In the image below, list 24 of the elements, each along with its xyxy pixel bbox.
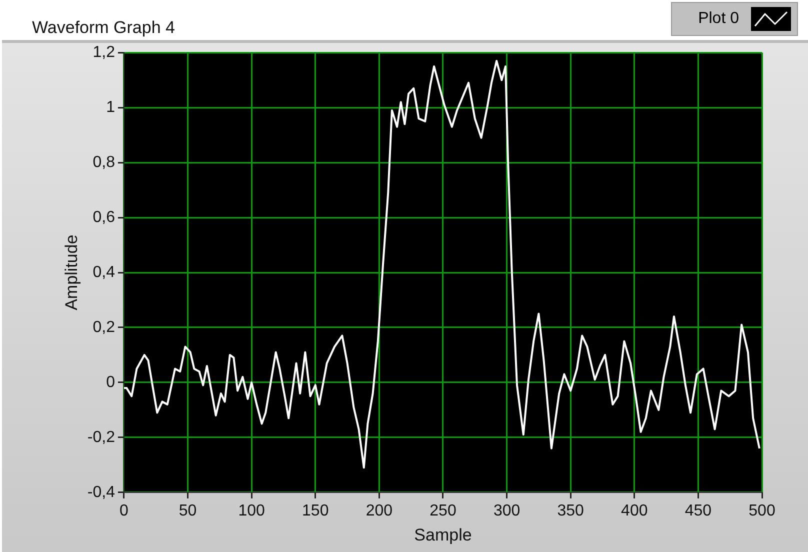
y-tick-label: 0,2 — [92, 318, 116, 336]
y-tick-label: -0,2 — [87, 428, 116, 446]
y-tick-label: 1,2 — [92, 44, 116, 62]
x-tick-label: 50 — [178, 502, 197, 520]
chart-title: Waveform Graph 4 — [32, 18, 175, 38]
x-tick-label: 450 — [684, 502, 712, 520]
x-tick-label: 200 — [366, 502, 393, 520]
y-tick-label: 1 — [106, 98, 116, 116]
x-tick-label: 100 — [238, 502, 266, 520]
x-axis-title: Sample — [414, 525, 472, 544]
y-tick-label: 0 — [106, 374, 116, 391]
y-tick-label: 0,6 — [92, 208, 116, 226]
x-tick-label: 250 — [430, 502, 456, 520]
y-axis-title: Amplitude — [62, 234, 81, 310]
y-tick-label: 0,8 — [92, 154, 116, 171]
x-tick-label: 500 — [748, 502, 776, 520]
y-tick-label: 0,4 — [92, 264, 116, 281]
x-tick-label: 0 — [120, 502, 129, 520]
x-tick-label: 350 — [557, 502, 584, 520]
y-tick-label: -0,4 — [87, 484, 116, 501]
x-tick-label: 150 — [302, 502, 329, 520]
x-tick-label: 300 — [493, 502, 520, 520]
x-tick-label: 400 — [621, 502, 648, 520]
legend-label: Plot 0 — [698, 10, 739, 28]
